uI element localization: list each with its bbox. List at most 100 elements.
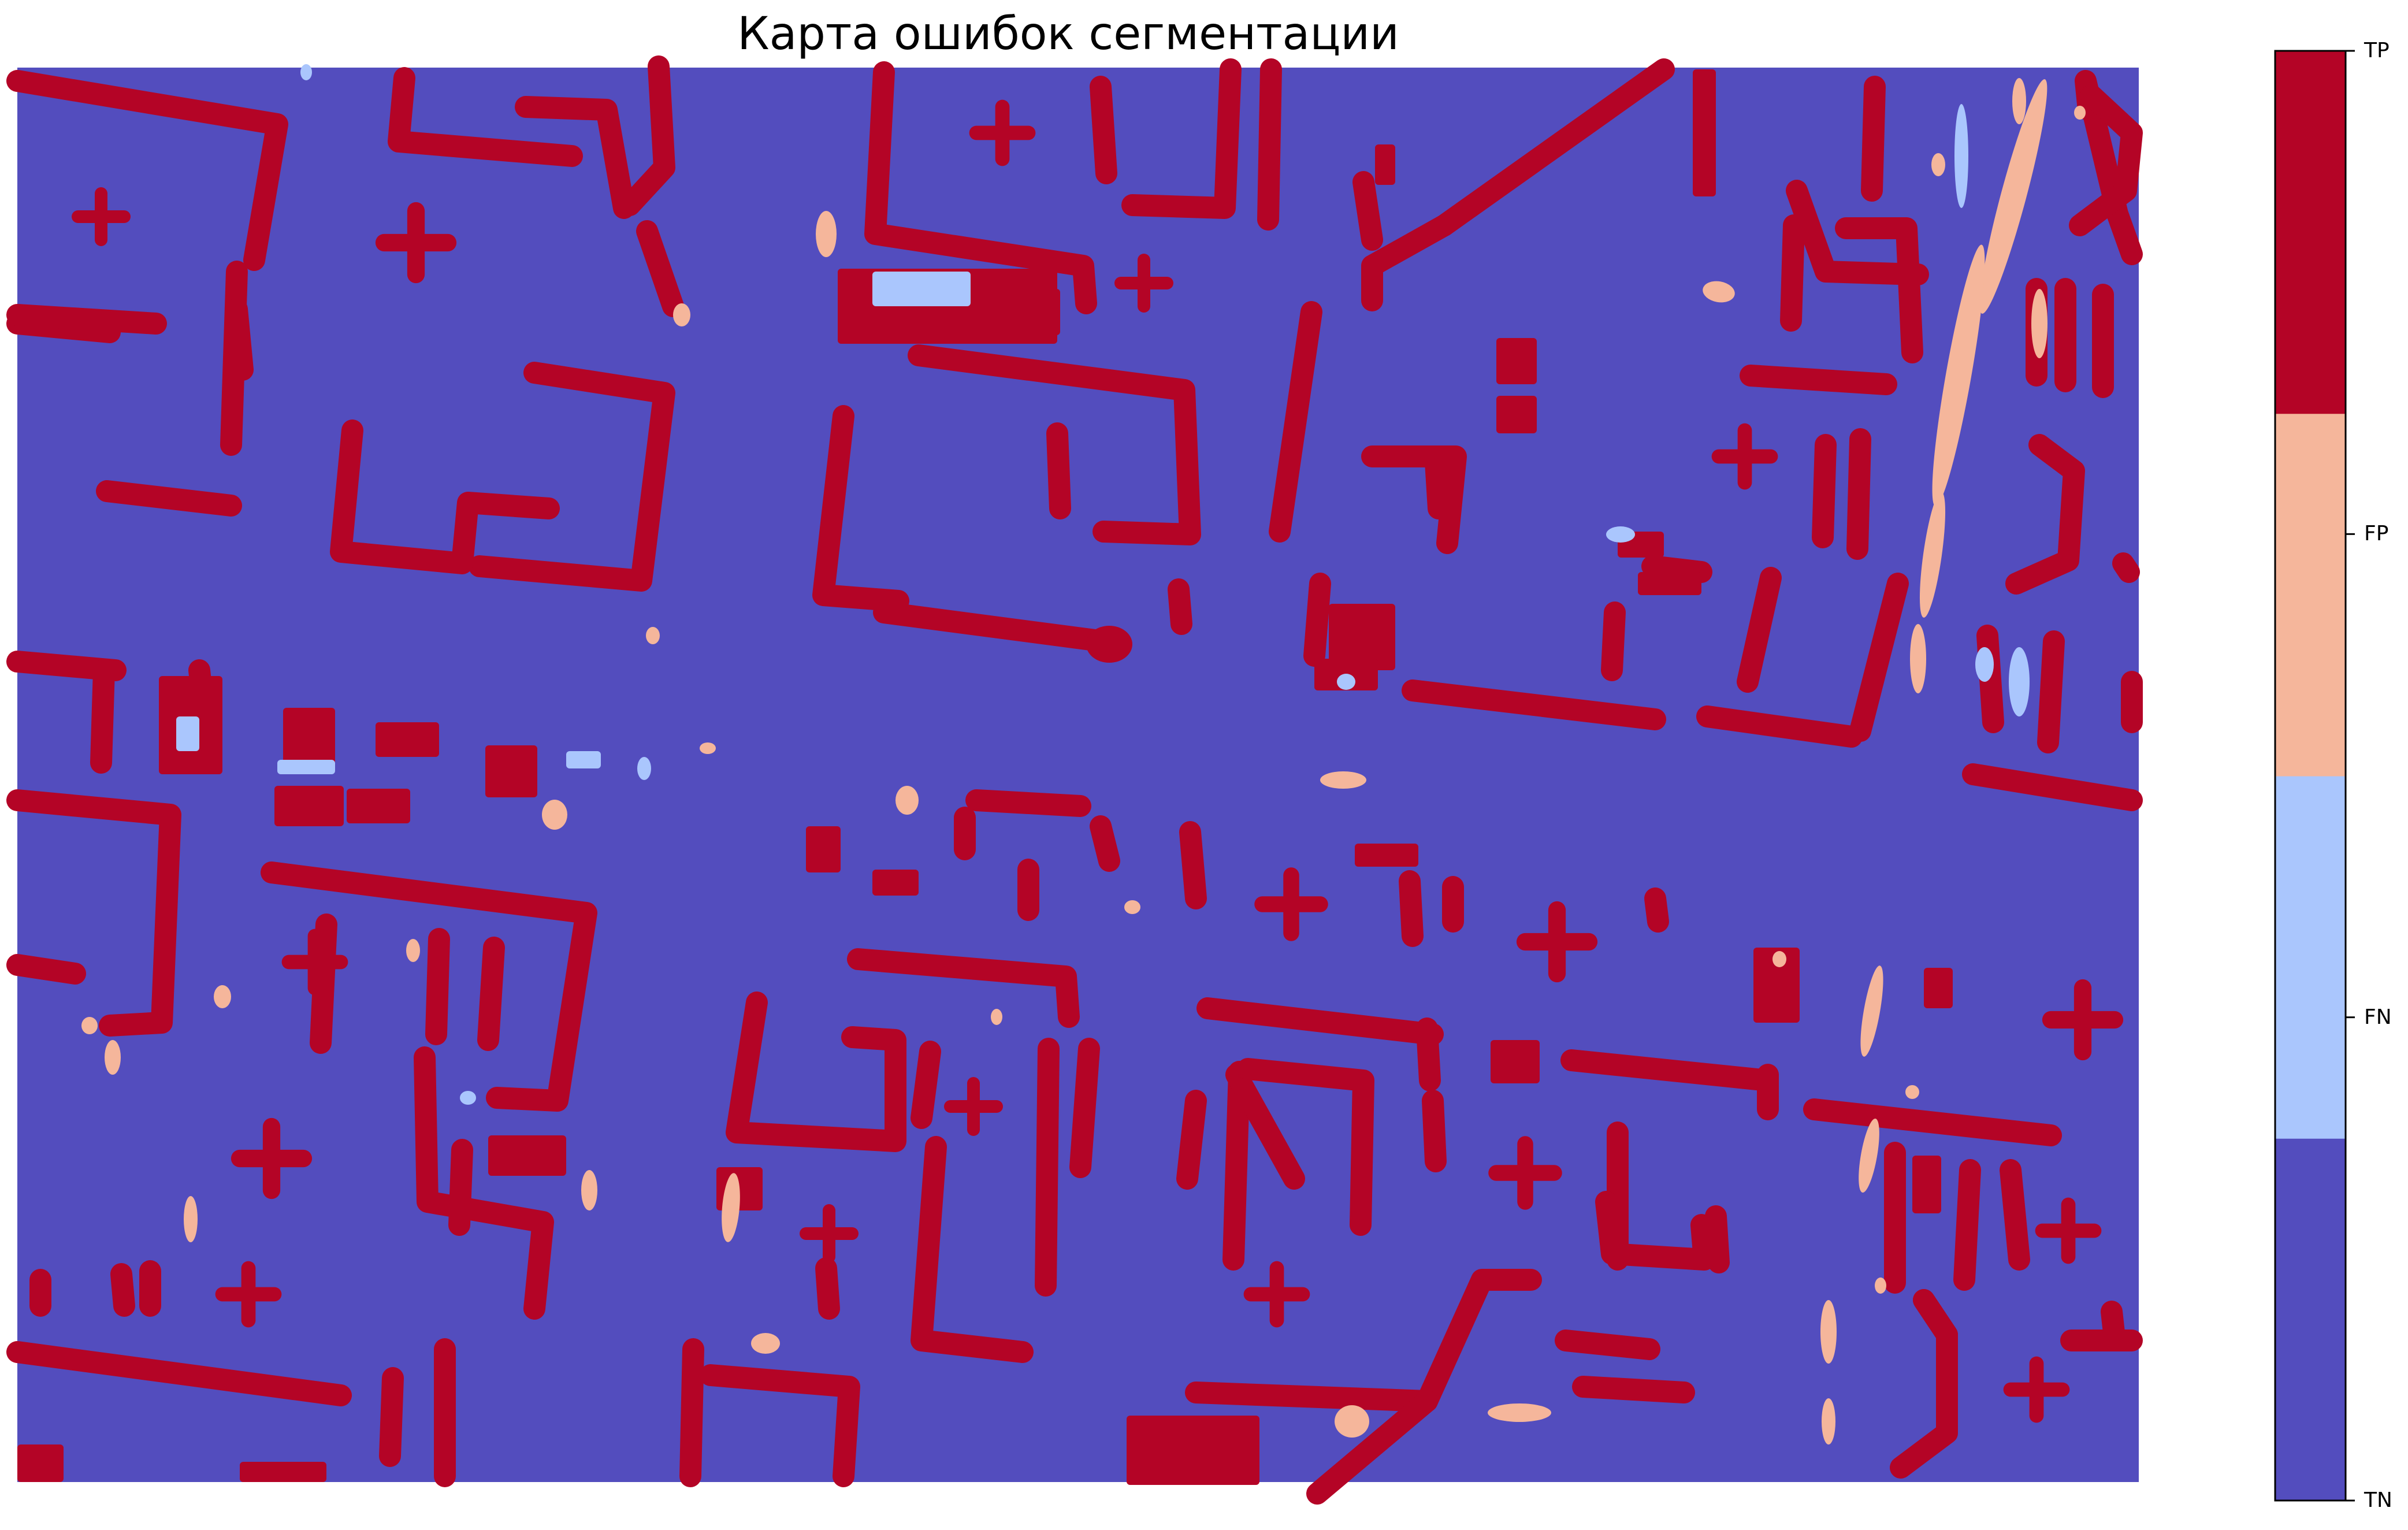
- region-fp: [1905, 1085, 1919, 1099]
- building-tp: [726, 991, 906, 1152]
- building-tp: [1352, 171, 1383, 251]
- building-fn: [872, 272, 971, 306]
- building-tp: [965, 789, 1091, 817]
- region-fp: [2074, 106, 2086, 120]
- region-fp: [1488, 1403, 1551, 1422]
- building-tp: [908, 344, 1201, 545]
- building-tp: [1595, 1191, 1715, 1271]
- building-tp: [1269, 301, 1322, 543]
- building-tp: [515, 96, 635, 219]
- building-tp: [2069, 84, 2143, 236]
- building-tp: [6, 954, 86, 985]
- building-tp: [1306, 1390, 1438, 1505]
- building-tp: [815, 1257, 840, 1320]
- building-tp: [1638, 572, 1701, 595]
- building-tp: [1402, 679, 1666, 730]
- building-tp: [310, 913, 337, 1054]
- building-fn: [566, 751, 601, 768]
- building-tp: [806, 826, 841, 872]
- region-fp: [816, 211, 837, 257]
- building-tp: [1225, 1064, 1305, 1190]
- building-tp: [1753, 948, 1800, 1023]
- building-tp: [1572, 1376, 1695, 1403]
- building-tp: [1185, 1269, 1542, 1412]
- building-tp: [379, 1367, 404, 1467]
- region-fp: [1703, 281, 1735, 303]
- colorbar-tick-label-fp: FP: [2364, 522, 2389, 546]
- building-tp: [1361, 214, 1455, 311]
- building-tp: [1375, 144, 1395, 185]
- building-tp: [1196, 997, 1444, 1045]
- building-tp: [1780, 214, 1805, 332]
- colorbar-segment-fp: [2275, 413, 2346, 777]
- region-fp: [722, 1173, 740, 1242]
- building-tp: [1222, 1061, 1250, 1271]
- region-fp: [581, 1170, 597, 1210]
- region-fp: [1919, 492, 1946, 618]
- building-tp: [1090, 76, 1117, 184]
- region-fp: [700, 742, 716, 754]
- region-fn: [637, 757, 651, 780]
- region-fn: [300, 64, 312, 80]
- region-fp: [673, 303, 690, 326]
- building-tp: [240, 1462, 326, 1482]
- building-tp: [90, 659, 115, 774]
- colorbar-tick-label-tp: TP: [2364, 39, 2390, 62]
- building-tp: [873, 601, 1114, 652]
- building-tp: [347, 789, 410, 823]
- building-tp: [1737, 567, 1782, 693]
- region-fp: [1932, 244, 1985, 507]
- chart-title: Карта ошибок сегментации: [737, 8, 1399, 60]
- building-tp: [110, 1263, 135, 1317]
- building-fn: [277, 760, 335, 774]
- building-tp: [1090, 815, 1120, 872]
- building-tp: [1641, 555, 1712, 583]
- building-tp: [911, 1041, 941, 1129]
- building-tp: [1555, 1330, 1660, 1360]
- building-tp: [872, 870, 919, 896]
- building-tp: [425, 928, 450, 1045]
- region-fp: [1124, 900, 1140, 914]
- region-fp: [214, 985, 231, 1008]
- building-tp: [1086, 626, 1132, 663]
- colorbar: [2274, 50, 2355, 1502]
- building-tp: [1962, 763, 2143, 811]
- region-fp: [991, 1009, 1002, 1025]
- building-tp: [2112, 552, 2140, 583]
- building-tp: [469, 362, 675, 592]
- building-tp: [2000, 1159, 2030, 1271]
- building-tp: [6, 789, 181, 1037]
- building-tp: [812, 405, 909, 612]
- building-tp: [448, 1139, 473, 1236]
- building-tp: [2101, 1301, 2125, 1349]
- building-tp: [1953, 1159, 1981, 1291]
- region-fp: [751, 1333, 780, 1354]
- region-fn: [1975, 647, 1994, 682]
- building-tp: [2005, 434, 2085, 595]
- building-tp: [376, 722, 439, 757]
- region-fp: [1820, 1300, 1837, 1364]
- building-tp: [1355, 844, 1418, 867]
- building-tp: [1601, 601, 1626, 681]
- building-tp: [1849, 573, 1909, 742]
- region-fp: [105, 1040, 121, 1075]
- building-fn: [176, 716, 199, 751]
- building-tp: [1890, 1289, 1958, 1479]
- building-tp: [261, 861, 597, 1112]
- building-tp: [1835, 217, 1923, 363]
- building-tp: [1257, 58, 1282, 231]
- colorbar-tick-label-tn: TN: [2364, 1488, 2392, 1512]
- building-tp: [1361, 445, 1467, 554]
- building-tp: [1168, 578, 1192, 635]
- building-tp: [1496, 338, 1537, 384]
- building-tp: [997, 289, 1060, 335]
- building-tp: [1121, 58, 1242, 219]
- building-tp: [1179, 821, 1207, 909]
- region-fp: [895, 786, 919, 815]
- building-tp: [1846, 428, 1871, 560]
- building-tp: [1035, 1038, 1060, 1297]
- colorbar-frame: [2274, 50, 2347, 1502]
- building-tp: [1912, 1156, 1941, 1213]
- region-fp: [1979, 79, 2047, 314]
- building-tp: [911, 1136, 1034, 1363]
